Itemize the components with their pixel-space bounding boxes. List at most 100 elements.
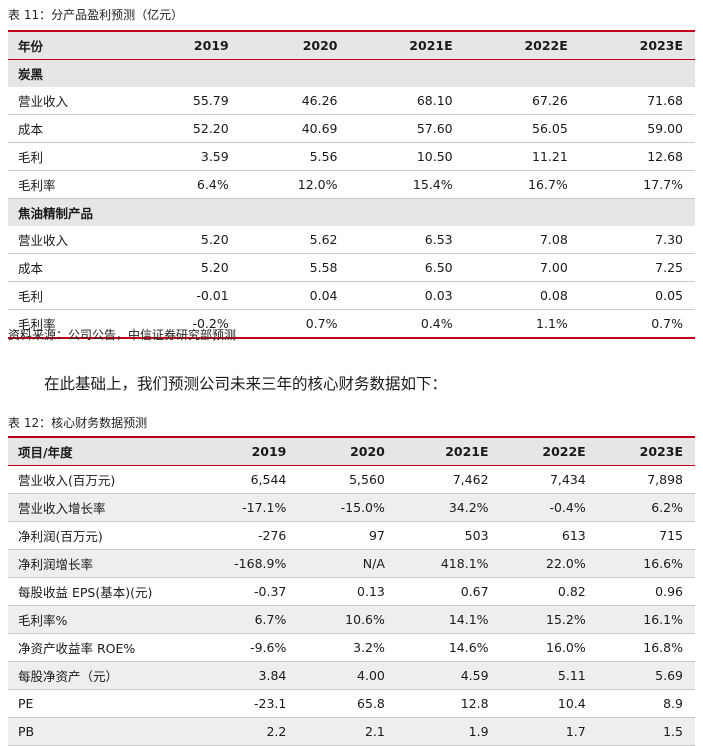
table-row: 净资产收益率 ROE% -9.6% 3.2% 14.6% 16.0% 16.8%	[8, 633, 695, 662]
table-row: 净利润(百万元) -276 97 503 613 715	[8, 521, 695, 550]
cell-value: 0.7%	[579, 309, 695, 339]
row-label: 营业收入	[8, 87, 138, 115]
cell-value: 16.0%	[500, 633, 598, 662]
cell-value: -0.4%	[500, 493, 598, 522]
cell-value: 2.1	[298, 717, 397, 746]
cell-value: 97	[298, 521, 397, 550]
cell-value: -0.01	[138, 281, 241, 310]
cell-value: 57.60	[349, 114, 465, 143]
row-label: 营业收入(百万元)	[8, 465, 188, 494]
cell-value: 7,434	[500, 465, 598, 494]
cell-value: 3.2%	[298, 633, 397, 662]
cell-value: 7.00	[464, 253, 580, 282]
cell-value: 0.05	[579, 281, 695, 310]
cell-value: 613	[500, 521, 598, 550]
cell-value: 0.4%	[349, 309, 465, 339]
cell-value: -0.2%	[138, 309, 241, 339]
cell-value: 0.08	[464, 281, 580, 310]
cell-value: 56.05	[464, 114, 580, 143]
cell-value: 0.96	[597, 577, 695, 606]
row-label: 净利润增长率	[8, 549, 188, 578]
cell-value: 11.21	[464, 142, 580, 171]
cell-value: 0.03	[349, 281, 465, 310]
table1-header-cell: 2023E	[639, 38, 683, 53]
table-row: 毛利 3.59 5.56 10.50 11.21 12.68	[8, 142, 695, 171]
body-paragraph: 在此基础上，我们预测公司未来三年的核心财务数据如下：	[44, 375, 448, 393]
cell-value: 10.50	[349, 142, 465, 171]
cell-value: 3.84	[188, 661, 299, 690]
row-label: PB	[8, 717, 188, 746]
cell-value: 14.6%	[396, 633, 501, 662]
table-row: 营业收入 5.20 5.62 6.53 7.08 7.30	[8, 226, 695, 254]
row-label: 营业收入增长率	[8, 493, 188, 522]
table2-header-cell: 2019	[251, 444, 287, 459]
table2: 项目/年度 2019 2020 2021E 2022E 2023E 营业收入(百…	[8, 436, 695, 746]
table2-header-cell: 2022E	[542, 444, 586, 459]
table-row: 毛利率% 6.7% 10.6% 14.1% 15.2% 16.1%	[8, 605, 695, 634]
cell-value: 55.79	[138, 87, 241, 115]
cell-value: 5.20	[138, 226, 241, 254]
cell-value: 59.00	[579, 114, 695, 143]
table-row: 净利润增长率 -168.9% N/A 418.1% 22.0% 16.6%	[8, 549, 695, 578]
cell-value: 5.58	[240, 253, 350, 282]
table2-header-row: 项目/年度 2019 2020 2021E 2022E 2023E	[8, 437, 695, 466]
cell-value: 6.53	[349, 226, 465, 254]
row-label: 净资产收益率 ROE%	[8, 633, 188, 662]
cell-value: 0.04	[240, 281, 350, 310]
table-row: 毛利率 -0.2% 0.7% 0.4% 1.1% 0.7%	[8, 309, 695, 339]
cell-value: 503	[396, 521, 501, 550]
cell-value: -9.6%	[188, 633, 299, 662]
cell-value: 34.2%	[396, 493, 501, 522]
cell-value: -168.9%	[188, 549, 299, 578]
table2-header-cell: 2021E	[445, 444, 489, 459]
cell-value: 6.2%	[597, 493, 695, 522]
cell-value: 3.59	[138, 142, 241, 171]
cell-value: -15.0%	[298, 493, 397, 522]
cell-value: 15.2%	[500, 605, 598, 634]
cell-value: 16.8%	[597, 633, 695, 662]
cell-value: 16.7%	[464, 170, 580, 199]
cell-value: 4.00	[298, 661, 397, 690]
cell-value: 7.08	[464, 226, 580, 254]
cell-value: 2.2	[188, 717, 299, 746]
cell-value: 7.25	[579, 253, 695, 282]
cell-value: 0.82	[500, 577, 598, 606]
table1-header-cell: 2021E	[409, 38, 453, 53]
cell-value: 0.67	[396, 577, 501, 606]
cell-value: 1.5	[597, 717, 695, 746]
cell-value: 14.1%	[396, 605, 501, 634]
table-row: 毛利率 6.4% 12.0% 15.4% 16.7% 17.7%	[8, 170, 695, 199]
table1-source: 资料来源：公司公告，中信证券研究部预测	[8, 328, 237, 342]
table-row: 营业收入(百万元) 6,544 5,560 7,462 7,434 7,898	[8, 465, 695, 494]
cell-value: 1.1%	[464, 309, 580, 339]
table-row: 每股收益 EPS(基本)(元) -0.37 0.13 0.67 0.82 0.9…	[8, 577, 695, 606]
table1-section-row: 焦油精制产品	[8, 198, 695, 226]
table1-header-cell: 2020	[302, 38, 338, 53]
cell-value: 7,462	[396, 465, 501, 494]
cell-value: 715	[597, 521, 695, 550]
row-label: 毛利率	[8, 309, 138, 339]
row-label: 营业收入	[8, 226, 138, 254]
cell-value: 16.1%	[597, 605, 695, 634]
row-label: PE	[8, 689, 188, 718]
cell-value: 0.7%	[240, 309, 350, 339]
row-label: 成本	[8, 114, 138, 143]
row-label: 净利润(百万元)	[8, 521, 188, 550]
table1: 年份 2019 2020 2021E 2022E 2023E 炭黑 营业收入 5…	[8, 30, 695, 339]
cell-value: 65.8	[298, 689, 397, 718]
cell-value: 10.4	[500, 689, 598, 718]
table1-section-title: 炭黑	[8, 59, 695, 87]
cell-value: 7,898	[597, 465, 695, 494]
cell-value: 5.62	[240, 226, 350, 254]
cell-value: 16.6%	[597, 549, 695, 578]
table1-section-title: 焦油精制产品	[8, 198, 695, 226]
cell-value: 5.69	[597, 661, 695, 690]
row-label: 每股净资产（元）	[8, 661, 188, 690]
row-label: 毛利率	[8, 170, 138, 199]
table2-header-cell: 2020	[350, 444, 385, 459]
table-row: 毛利 -0.01 0.04 0.03 0.08 0.05	[8, 281, 695, 310]
table-row: 营业收入 55.79 46.26 68.10 67.26 71.68	[8, 87, 695, 115]
cell-value: 46.26	[240, 87, 350, 115]
cell-value: 71.68	[579, 87, 695, 115]
cell-value: 5.20	[138, 253, 241, 282]
